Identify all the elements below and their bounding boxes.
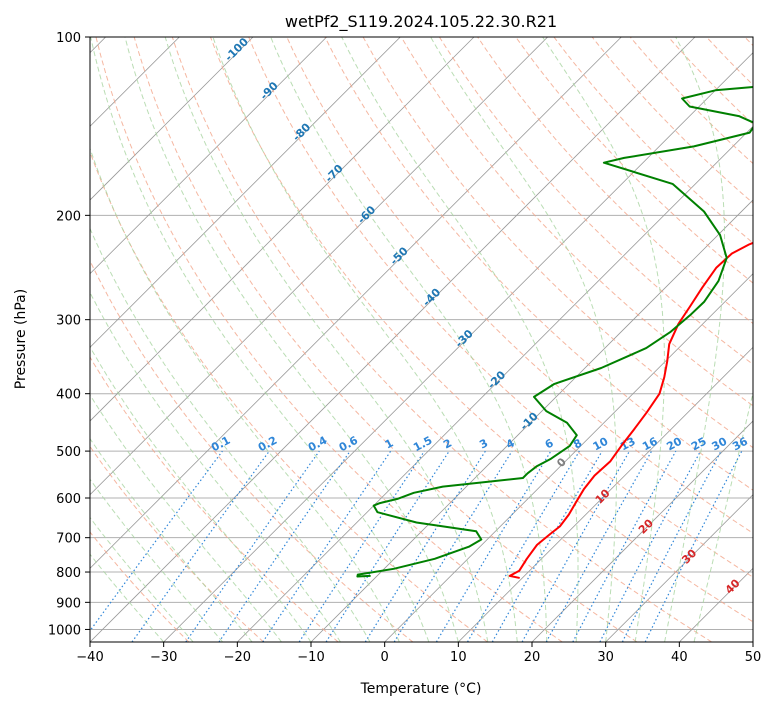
- moist-adiabat-line: [124, 37, 459, 642]
- temperature-profile-line: [508, 241, 753, 579]
- dry-adiabat-line: [90, 259, 414, 642]
- moist-adiabat-line: [90, 478, 223, 642]
- plot-background: [90, 37, 753, 642]
- moist-adiabat-line: [90, 345, 312, 642]
- x-tick-label: 10: [450, 650, 467, 665]
- y-tick-label: 800: [56, 566, 81, 581]
- chart-title: wetPf2_S119.2024.105.22.30.R21: [285, 12, 557, 32]
- isotherm-line: [531, 420, 753, 642]
- dry-adiabat-line: [286, 37, 753, 534]
- sounding-series: [356, 85, 753, 579]
- mixing-ratio-line: [393, 450, 513, 642]
- dry-adiabat-line: [438, 37, 753, 365]
- isotherm-line: [237, 125, 753, 642]
- moist-adiabat-line: [212, 37, 518, 642]
- y-tick-label: 200: [56, 209, 81, 224]
- moist-adiabat-line: [664, 37, 726, 642]
- mixing-ratio-line: [185, 450, 320, 642]
- isotherm-line: [752, 641, 753, 642]
- x-tick-label: 0: [381, 650, 389, 665]
- isotherm-line: [90, 37, 327, 275]
- moist-adiabat-line: [90, 227, 371, 642]
- mixing-ratio-line: [218, 450, 351, 642]
- mixing-ratio-line: [90, 450, 223, 632]
- mixing-ratio-line: [325, 450, 450, 642]
- mixing-ratio-label: 36: [730, 435, 750, 454]
- mixing-ratio-line: [435, 450, 552, 642]
- mixing-ratio-line: [466, 450, 580, 642]
- moist-adiabat-line: [164, 37, 489, 642]
- isotherm-line: [458, 346, 753, 642]
- moist-adiabat-line: [90, 437, 253, 642]
- isotherm-line: [90, 37, 475, 422]
- dry-adiabat-line: [90, 150, 488, 642]
- x-tick-label: 20: [524, 650, 541, 665]
- x-tick-label: −30: [150, 650, 177, 665]
- y-tick-label: 700: [56, 532, 81, 547]
- y-tick-label: 900: [56, 596, 81, 611]
- dry-adiabat-line: [591, 37, 753, 204]
- y-tick-label: 400: [56, 388, 81, 403]
- background-lines: [90, 37, 753, 642]
- mixing-ratio-line: [364, 450, 486, 642]
- dry-adiabat-line: [210, 37, 753, 623]
- y-tick-label: 600: [56, 492, 81, 507]
- dry-adiabat-line: [324, 37, 753, 491]
- axes: −40 −30 −20 −10 0 10 20 30 40 50 100 200 300 400 500 60…: [48, 31, 761, 665]
- mixing-ratio-label: 20: [664, 435, 684, 454]
- dry-adiabat-line: [171, 37, 712, 642]
- isotherm-line: [163, 52, 753, 642]
- moist-adiabat-line: [341, 37, 579, 642]
- isotherm-line: [90, 37, 696, 642]
- isotherm-line: [90, 37, 548, 496]
- x-tick-label: 30: [597, 650, 614, 665]
- x-tick-label: 40: [671, 650, 688, 665]
- y-tick-label: 500: [56, 445, 81, 460]
- dry-adiabat-line: [90, 531, 190, 642]
- moist-adiabat-line: [90, 291, 341, 642]
- x-tick-label: −20: [224, 650, 251, 665]
- x-tick-label: 50: [745, 650, 762, 665]
- y-tick-label: 1000: [48, 623, 81, 638]
- moist-adiabat-line: [693, 390, 753, 642]
- mixing-ratio-label: 16: [640, 435, 660, 454]
- x-axis-label: Temperature (°C): [360, 681, 482, 697]
- mixing-ratio-line: [131, 450, 270, 642]
- plot-frame: [89, 36, 754, 643]
- dewpoint-profile-line: [356, 85, 753, 578]
- y-axis-label: Pressure (hPa): [13, 289, 29, 389]
- mixing-ratio-label: 10: [591, 435, 611, 454]
- mixing-ratio-line: [572, 450, 677, 642]
- moist-adiabat-line: [90, 37, 430, 642]
- moist-adiabat-line: [542, 37, 665, 642]
- dry-adiabat-line: [362, 37, 753, 449]
- mixing-ratio-line: [521, 450, 631, 642]
- dry-adiabat-line: [477, 37, 753, 325]
- mixing-ratio-label: 25: [689, 435, 709, 454]
- mixing-ratio-label: 30: [710, 435, 730, 454]
- dry-adiabat-line: [553, 37, 753, 244]
- x-tick-label: −10: [297, 650, 324, 665]
- isotherm-line: [605, 494, 753, 642]
- y-tick-label: 300: [56, 314, 81, 329]
- dry-adiabat-line: [133, 37, 638, 642]
- moist-adiabat-line: [90, 147, 400, 642]
- dry-adiabat-line: [400, 37, 753, 407]
- mixing-ratio-line: [545, 450, 653, 642]
- isotherm-line: [90, 37, 401, 348]
- mixing-ratio-line: [491, 450, 603, 642]
- moist-adiabat-line: [90, 394, 282, 642]
- dry-adiabat-line: [95, 37, 563, 642]
- y-tick-label: 100: [56, 31, 81, 46]
- dry-adiabat-line: [248, 37, 753, 578]
- moist-adiabat-line: [430, 37, 617, 642]
- x-tick-label: −40: [76, 650, 103, 665]
- mixing-ratio-label: 13: [618, 435, 638, 454]
- isotherm-line: [384, 273, 753, 642]
- isotherm-line: [90, 37, 622, 569]
- isotherm-line: [90, 37, 254, 201]
